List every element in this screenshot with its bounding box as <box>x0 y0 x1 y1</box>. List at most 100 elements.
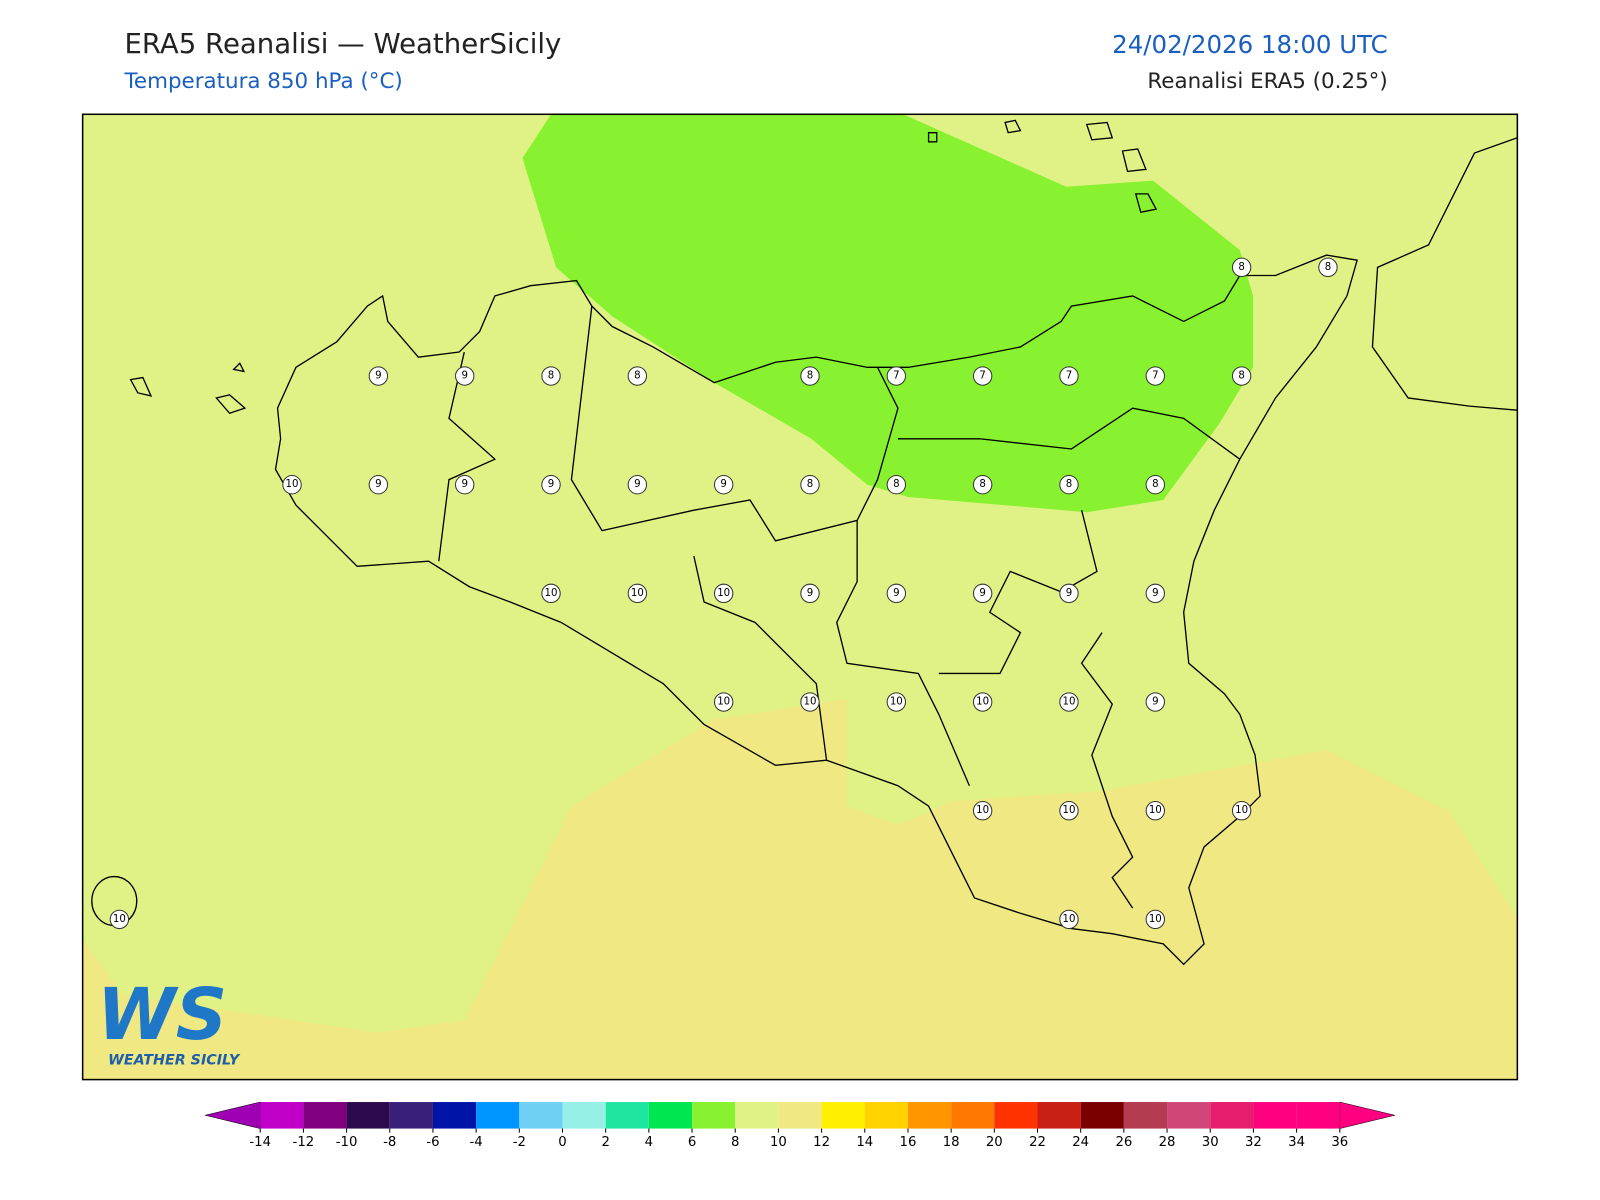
grid-value: 8 <box>1152 479 1158 490</box>
grid-value: 10 <box>286 479 299 490</box>
grid-value: 10 <box>804 697 817 708</box>
colorbar-box <box>1037 1102 1081 1129</box>
grid-marker <box>972 801 993 821</box>
grid-value: 9 <box>461 371 467 382</box>
grid-value: 9 <box>548 479 554 490</box>
grid-marker <box>368 366 389 386</box>
grid-value: 7 <box>893 371 899 382</box>
colorbar-tick-label: -12 <box>293 1135 315 1150</box>
grid-marker <box>1059 475 1079 495</box>
grid-marker <box>713 583 734 604</box>
grid-value: 10 <box>631 588 644 599</box>
grid-value: 8 <box>1238 262 1244 273</box>
grid-marker <box>1145 909 1165 930</box>
grid-marker <box>886 366 907 386</box>
grid-value: 10 <box>976 697 989 708</box>
grid-marker <box>541 583 561 604</box>
colorbar-box <box>1080 1102 1124 1129</box>
colorbar-tick-label: 36 <box>1331 1135 1348 1150</box>
colorbar-box <box>994 1102 1038 1129</box>
grid-value: 9 <box>807 588 813 599</box>
colorbar-tick-label: 16 <box>900 1135 917 1150</box>
grid-value: 7 <box>979 371 985 382</box>
grid-marker <box>282 475 302 495</box>
grid-marker <box>1059 801 1079 821</box>
source: Reanalisi ERA5 (0.25°) <box>1147 69 1387 94</box>
colorbar-tick-label: -6 <box>426 1135 439 1150</box>
colorbar-box <box>864 1102 908 1129</box>
grid-value: 9 <box>979 588 985 599</box>
grid-marker <box>454 475 475 495</box>
grid-value: 10 <box>717 697 730 708</box>
colorbar-tick-label: -10 <box>336 1135 358 1150</box>
grid-value: 8 <box>893 479 899 490</box>
grid-values: 8 8 9 9 8 8 8 7 7 7 7 8 10 9 9 9 9 9 8 8 8 8 8 10 10 10 9 9 9 9 9 10 10 1… <box>109 257 1338 930</box>
grid-marker <box>886 475 907 495</box>
grid-value: 9 <box>1066 588 1072 599</box>
colorbar-box <box>692 1102 736 1129</box>
colorbar-box <box>778 1102 822 1129</box>
colorbar-box <box>389 1102 433 1129</box>
grid-value: 7 <box>1066 371 1072 382</box>
colorbar-box <box>735 1102 779 1129</box>
grid-value: 8 <box>979 479 985 490</box>
grid-value: 8 <box>1325 262 1331 273</box>
grid-marker <box>627 366 648 386</box>
grid-value: 9 <box>461 479 467 490</box>
colorbar-tick-label: 32 <box>1245 1135 1262 1150</box>
grid-marker <box>1059 692 1079 712</box>
grid-marker <box>886 692 907 712</box>
grid-value: 8 <box>807 371 813 382</box>
grid-marker <box>713 692 734 712</box>
grid-marker <box>627 583 648 604</box>
colorbar-tick-label: -4 <box>470 1135 483 1150</box>
grid-marker <box>886 583 907 604</box>
grid-marker <box>1231 801 1252 821</box>
subtitle: Temperatura 850 hPa (°C) <box>123 69 402 94</box>
grid-marker <box>1059 366 1079 386</box>
colorbar-box <box>1210 1102 1254 1129</box>
colorbar-tick-label: 14 <box>856 1135 873 1150</box>
colorbar-tick-label: 4 <box>645 1135 653 1150</box>
colorbar-tick-label: 0 <box>558 1135 566 1150</box>
grid-value: 10 <box>1149 805 1162 816</box>
province-border <box>438 306 1241 909</box>
grid-marker <box>541 475 561 495</box>
grid-value: 8 <box>1238 371 1244 382</box>
grid-marker <box>800 475 820 495</box>
grid-value: 8 <box>807 479 813 490</box>
grid-value: 10 <box>1062 697 1075 708</box>
grid-value: 7 <box>1152 371 1158 382</box>
colorbar-over <box>1339 1101 1395 1129</box>
colorbar-box <box>562 1102 606 1129</box>
grid-marker <box>1145 583 1165 604</box>
coastline <box>1371 137 1518 411</box>
title: ERA5 Reanalisi — WeatherSicily <box>124 28 561 60</box>
grid-value: 9 <box>1152 588 1158 599</box>
valid-time: 24/02/2026 18:00 UTC <box>1112 30 1388 59</box>
grid-marker <box>800 692 820 712</box>
colorbar-box <box>1296 1102 1340 1129</box>
colorbar-tick-label: -8 <box>383 1135 396 1150</box>
contour-area <box>522 114 1254 513</box>
grid-value: 9 <box>893 588 899 599</box>
colorbar-tick-label: -2 <box>513 1135 526 1150</box>
grid-marker <box>972 583 993 604</box>
grid-marker <box>1318 257 1338 278</box>
map-frame <box>81 113 1519 1081</box>
grid-marker <box>368 475 389 495</box>
grid-value: 10 <box>1062 914 1075 925</box>
colorbar-box <box>1167 1102 1211 1129</box>
grid-value: 10 <box>545 588 558 599</box>
grid-marker <box>109 909 130 930</box>
grid-value: 10 <box>1235 805 1248 816</box>
colorbar-box <box>476 1102 520 1129</box>
grid-value: 10 <box>890 697 903 708</box>
map <box>82 114 1518 1080</box>
colorbar-tick-label: 26 <box>1115 1135 1132 1150</box>
grid-value: 10 <box>1149 914 1162 925</box>
colorbar-tick-label: 34 <box>1288 1135 1305 1150</box>
colorbar-box <box>821 1102 865 1129</box>
